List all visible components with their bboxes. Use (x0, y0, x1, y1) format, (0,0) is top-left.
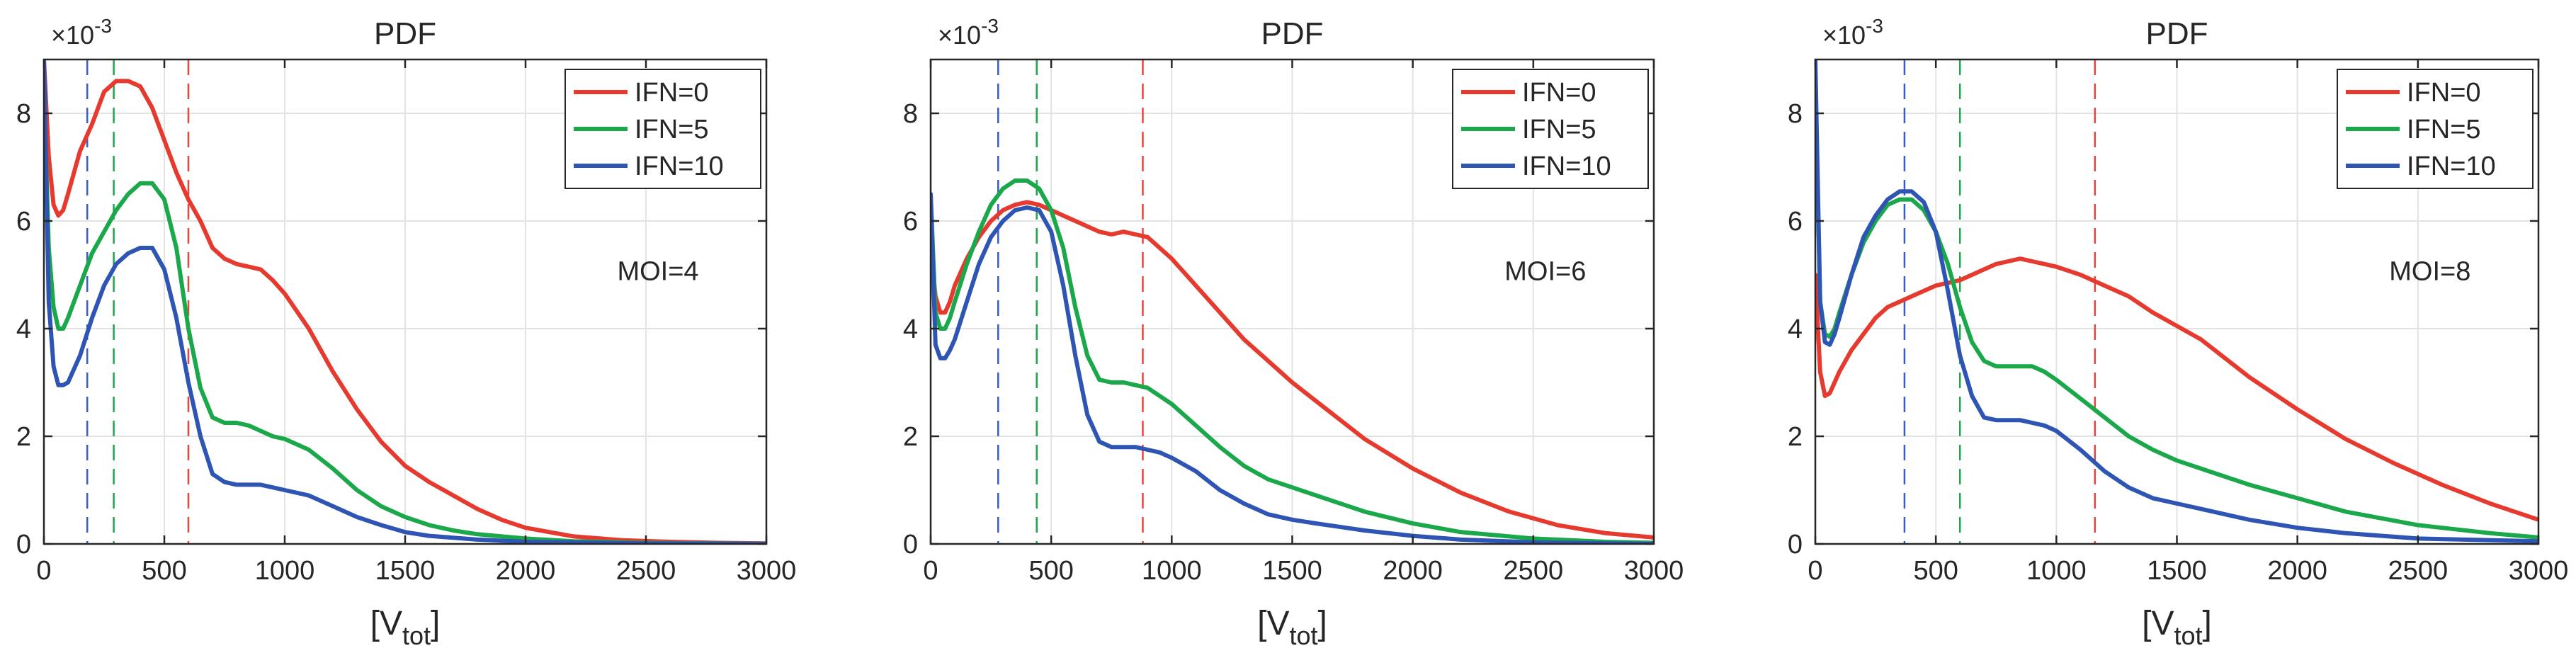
legend: IFN=0 IFN=5 IFN=10 (2337, 69, 2534, 189)
y-tick-label: 8 (1788, 99, 1803, 129)
series-line-ifn-0 (44, 59, 766, 544)
x-tick-label: 2500 (616, 556, 676, 586)
chart-panel-3: 0 500 1000 1500 2000 2500 3000 0 2 4 6 8 ×10-3 PDF [Vt… (1788, 15, 2568, 650)
x-tick-label: 2500 (2388, 556, 2449, 586)
legend-label-2: IFN=5 (635, 115, 709, 144)
x-axis-label-subscript: tot (2174, 621, 2202, 650)
x-tick-label: 0 (36, 556, 51, 586)
y-exponent-power: -3 (981, 15, 999, 37)
y-tick-label: 2 (16, 422, 31, 452)
x-tick-label: 1000 (255, 556, 315, 586)
x-axis-label: [Vtot] (370, 605, 441, 650)
y-exponent-power: -3 (1866, 15, 1883, 37)
plot-content (1815, 59, 2538, 544)
y-tick-label: 2 (1788, 422, 1803, 452)
x-tick-label: 2000 (1383, 556, 1443, 586)
legend-label-1: IFN=0 (635, 78, 709, 108)
y-tick-label: 8 (903, 99, 918, 129)
y-tick-label: 6 (16, 207, 31, 237)
x-tick-label: 3000 (737, 556, 797, 586)
y-tick-label: 0 (903, 530, 918, 560)
chart-title: PDF (374, 16, 436, 51)
y-exponent-label: ×10-3 (51, 15, 112, 50)
x-axis-label-close: ] (431, 605, 440, 642)
x-axis-label-close: ] (1318, 605, 1327, 642)
y-tick-label: 0 (1788, 530, 1803, 560)
x-axis-label-close: ] (2203, 605, 2212, 642)
legend: IFN=0 IFN=5 IFN=10 (564, 69, 761, 189)
x-tick-label: 1500 (375, 556, 436, 586)
y-tick-label: 4 (16, 314, 31, 344)
plot-content (931, 59, 1654, 544)
legend-label-2: IFN=5 (1522, 115, 1596, 144)
x-tick-label: 500 (1028, 556, 1073, 586)
moi-annotation: MOI=6 (1504, 257, 1586, 287)
series-line-ifn-5 (44, 84, 766, 544)
x-tick-label: 1500 (1262, 556, 1322, 586)
x-axis-label-main: [V (1257, 605, 1289, 642)
x-tick-label: 2500 (1504, 556, 1564, 586)
x-axis-label-subscript: tot (402, 621, 431, 650)
x-tick-label: 500 (1913, 556, 1958, 586)
chart-title: PDF (1261, 16, 1324, 51)
x-axis-label-main: [V (370, 605, 402, 642)
x-axis-label-subscript: tot (1289, 621, 1317, 650)
y-exponent-label: ×10-3 (938, 15, 999, 50)
y-tick-label: 6 (903, 207, 918, 237)
x-tick-label: 2000 (2267, 556, 2327, 586)
x-tick-label: 1000 (1142, 556, 1202, 586)
plot-content (44, 59, 766, 544)
series-line-ifn-10 (931, 192, 1654, 544)
x-tick-label: 500 (142, 556, 186, 586)
x-tick-label: 1000 (2026, 556, 2087, 586)
series-line-ifn-5 (931, 178, 1654, 544)
y-tick-label: 6 (1788, 207, 1803, 237)
y-tick-label: 4 (1788, 314, 1803, 344)
x-tick-label: 0 (1808, 556, 1822, 586)
x-axis-label: [Vtot] (2142, 605, 2212, 650)
legend-label-3: IFN=10 (1522, 152, 1611, 181)
y-tick-label: 0 (16, 530, 31, 560)
x-tick-label: 0 (923, 556, 938, 586)
moi-annotation: MOI=4 (617, 257, 698, 287)
series-line-ifn-10 (1815, 59, 2538, 544)
legend-label-1: IFN=0 (2407, 78, 2481, 108)
y-exponent-power: -3 (94, 15, 112, 37)
x-tick-label: 1500 (2147, 556, 2207, 586)
legend: IFN=0 IFN=5 IFN=10 (1452, 69, 1649, 189)
series-line-ifn-0 (1815, 256, 2538, 522)
y-exponent-label: ×10-3 (1822, 15, 1883, 50)
x-axis-label-main: [V (2142, 605, 2174, 642)
y-tick-label: 8 (16, 99, 31, 129)
moi-annotation: MOI=8 (2389, 257, 2470, 287)
chart-panel-1: 0 500 1000 1500 2000 2500 3000 0 2 4 6 8 ×10-3 PDF [Vt… (16, 15, 796, 650)
y-tick-label: 2 (903, 422, 918, 452)
y-tick-label: 4 (903, 314, 918, 344)
legend-label-1: IFN=0 (1522, 78, 1596, 108)
x-axis-label: [Vtot] (1257, 605, 1327, 650)
chart-title: PDF (2146, 16, 2208, 51)
chart-panel-2: 0 500 1000 1500 2000 2500 3000 0 2 4 6 8 ×10-3 PDF [Vt… (903, 15, 1684, 650)
legend-label-3: IFN=10 (2407, 152, 2496, 181)
x-tick-label: 2000 (496, 556, 556, 586)
x-tick-label: 3000 (2509, 556, 2569, 586)
x-tick-label: 3000 (1624, 556, 1684, 586)
legend-label-3: IFN=10 (635, 152, 724, 181)
legend-label-2: IFN=5 (2407, 115, 2481, 144)
series-line-ifn-10 (44, 59, 766, 544)
